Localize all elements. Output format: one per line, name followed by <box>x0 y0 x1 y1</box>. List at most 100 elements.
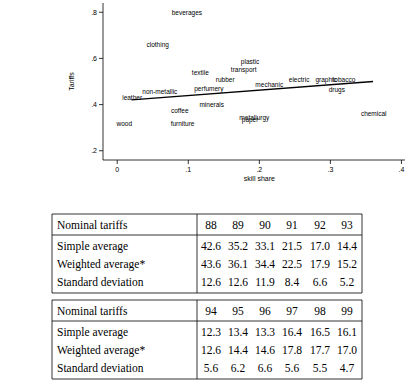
table-rule <box>362 214 363 293</box>
point-label: non-metallic <box>142 88 178 95</box>
table-cell: 6.6 <box>258 362 273 374</box>
table-cell: 16.4 <box>282 326 302 338</box>
y-tick-label: .8 <box>91 9 97 16</box>
table-cell: 11.9 <box>255 276 275 288</box>
x-tick <box>259 160 260 164</box>
table-cell: 90 <box>259 219 271 231</box>
table-cell: 17.8 <box>282 344 302 356</box>
table-rule <box>52 321 362 322</box>
point-label: chemical <box>361 110 387 117</box>
table-cell: 34.4 <box>255 258 275 270</box>
fit-line <box>131 82 373 100</box>
figure: 0 .1 .2 .3 .4 .2 .4 .6 .8 skill share Tariffs bever… <box>0 0 414 385</box>
table-cell: 93 <box>341 219 353 231</box>
table-cell: 4.7 <box>340 362 355 374</box>
x-tick-label: 0 <box>115 166 119 173</box>
x-axis <box>103 160 405 161</box>
x-tick-label: .3 <box>327 166 333 173</box>
x-tick-label: .1 <box>185 166 191 173</box>
table-rule <box>52 300 362 301</box>
table-rule <box>52 300 53 379</box>
table-cell: 89 <box>232 219 244 231</box>
point-label: coffee <box>171 107 189 114</box>
table-cell: 43.6 <box>201 258 221 270</box>
table-cell: 16.5 <box>310 326 330 338</box>
table-cell: 96 <box>259 305 271 317</box>
point-label: electric <box>289 76 310 83</box>
table-cell: 94 <box>205 305 217 317</box>
table-cell: 42.6 <box>201 240 221 252</box>
row-label: Standard deviation <box>57 276 144 288</box>
table-rule <box>52 214 362 215</box>
table-rule <box>52 235 362 236</box>
point-label: drugs <box>329 86 346 94</box>
point-label: metallurgy <box>239 114 270 122</box>
point-label: clothing <box>147 41 170 49</box>
x-tick <box>401 160 402 164</box>
row-label: Nominal tariffs <box>57 305 128 317</box>
x-tick <box>330 160 331 164</box>
row-label: Standard deviation <box>57 362 144 374</box>
x-tick <box>188 160 189 164</box>
table-cell: 14.4 <box>228 344 248 356</box>
table-cell: 13.4 <box>228 326 248 338</box>
y-axis <box>103 3 104 160</box>
table-rule <box>197 214 198 293</box>
x-axis-label: skill share <box>244 175 275 182</box>
table-cell: 12.6 <box>228 276 248 288</box>
y-tick <box>99 150 103 151</box>
table-cell: 35.2 <box>228 240 248 252</box>
y-tick <box>99 104 103 105</box>
point-label: plastic <box>241 58 260 66</box>
row-label: Simple average <box>57 326 128 339</box>
table-cell: 17.0 <box>337 344 357 356</box>
table-cell: 17.9 <box>310 258 330 270</box>
point-label: minerals <box>199 101 224 108</box>
table-cell: 13.3 <box>255 326 275 338</box>
table-rule <box>362 300 363 379</box>
table-cell: 14.6 <box>255 344 275 356</box>
table-rule <box>52 293 362 294</box>
row-label: Simple average <box>57 240 128 253</box>
table-cell: 21.5 <box>282 240 302 252</box>
point-label: furniture <box>171 120 195 127</box>
table-cell: 92 <box>314 219 326 231</box>
table-cell: 12.6 <box>201 276 221 288</box>
table-cell: 91 <box>286 219 298 231</box>
row-label: Weighted average* <box>57 344 145 357</box>
point-label: mechanic <box>255 81 284 88</box>
table-cell: 98 <box>314 305 326 317</box>
x-tick <box>117 160 118 164</box>
y-tick <box>99 12 103 13</box>
table-cell: 5.2 <box>340 276 355 288</box>
table-cell: 97 <box>286 305 298 317</box>
table-cell: 33.1 <box>255 240 275 252</box>
point-label: beverages <box>172 9 203 17</box>
x-tick-label: .4 <box>399 166 405 173</box>
table-cell: 16.1 <box>337 326 357 338</box>
point-label: wood <box>116 120 133 127</box>
table-cell: 99 <box>341 305 353 317</box>
table-cell: 12.3 <box>201 326 221 338</box>
point-label: textile <box>192 69 209 76</box>
table-cell: 88 <box>205 219 217 231</box>
table-cell: 17.7 <box>310 344 330 356</box>
y-tick <box>99 58 103 59</box>
table-rule <box>197 300 198 379</box>
y-tick-label: .6 <box>91 55 97 62</box>
row-label: Weighted average* <box>57 258 145 271</box>
table-cell: 8.4 <box>285 276 300 288</box>
point-label: rubber <box>216 76 236 83</box>
point-label: perfumery <box>194 85 224 93</box>
table-cell: 95 <box>232 305 244 317</box>
y-tick-label: .2 <box>91 147 97 154</box>
x-tick-label: .2 <box>256 166 262 173</box>
table-cell: 22.5 <box>282 258 302 270</box>
point-label: tobacco <box>332 76 355 83</box>
y-axis-label: Tariffs <box>68 72 75 91</box>
y-tick-label: .4 <box>91 101 97 108</box>
table-cell: 6.2 <box>231 362 246 374</box>
table-cell: 14.4 <box>337 240 357 252</box>
table-rule <box>52 214 53 293</box>
table-cell: 15.2 <box>337 258 357 270</box>
